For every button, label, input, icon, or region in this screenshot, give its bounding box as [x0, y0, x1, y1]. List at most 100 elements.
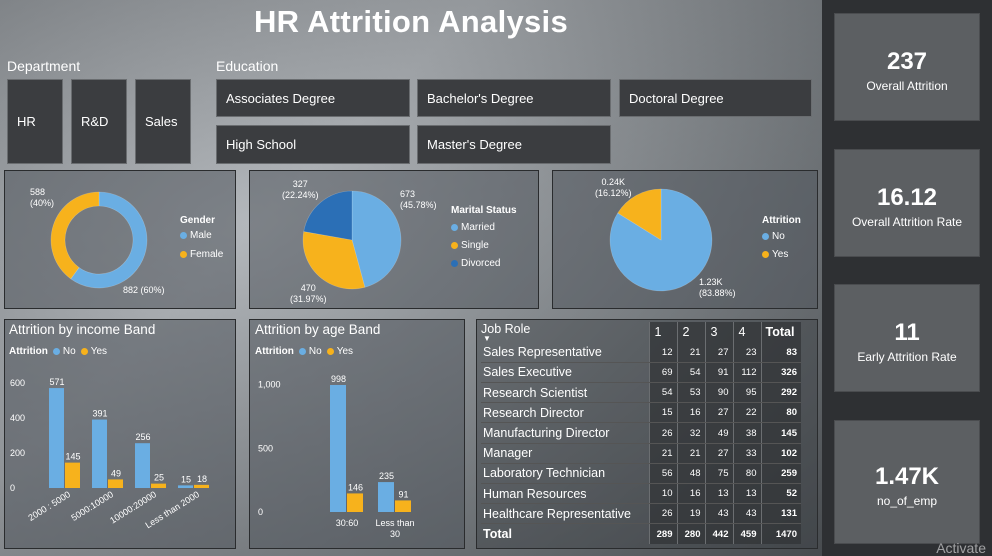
- report-canvas: HR Attrition Analysis Department HR R&D …: [0, 0, 822, 556]
- legend-yes-label: Yes: [772, 249, 789, 260]
- bar-yes[interactable]: [395, 500, 411, 512]
- legend-female-label: Female: [190, 249, 224, 260]
- kpi-no-of-emp[interactable]: 1.47K no_of_emp: [834, 420, 980, 544]
- table-row[interactable]: Research Director 15 16 27 22 80: [481, 402, 801, 424]
- legend-married-label: Married: [461, 222, 495, 233]
- value-cell: 53: [676, 382, 705, 404]
- bar-no[interactable]: [135, 443, 150, 488]
- bar-yes[interactable]: [347, 493, 363, 512]
- value-cell: 13: [732, 483, 761, 505]
- bar-yes[interactable]: [151, 483, 166, 488]
- table-row[interactable]: Human Resources 10 16 13 13 52: [481, 483, 801, 505]
- gender-slice-female[interactable]: [50, 191, 100, 280]
- table-row[interactable]: Sales Representative 12 21 27 23 83: [481, 342, 801, 363]
- value-cell: 459: [732, 523, 761, 545]
- attrition-slice-yes[interactable]: [617, 188, 662, 241]
- marital-status-chart-panel[interactable]: 327 (22.24%) 673 (45.78%) 470 (31.97%) Mari…: [249, 170, 539, 309]
- bar-yes[interactable]: [108, 479, 123, 488]
- value-cell: 38: [732, 422, 761, 444]
- bar-yes[interactable]: [65, 462, 80, 488]
- table-row[interactable]: Research Scientist 54 53 90 95 292: [481, 382, 801, 404]
- matrix-header-col: 4: [732, 322, 761, 343]
- bar-yes[interactable]: [194, 484, 209, 488]
- job-role-cell: Research Scientist: [481, 382, 649, 404]
- income-band-chart-title: Attrition by income Band: [9, 322, 156, 337]
- education-option-associates[interactable]: Associates Degree: [216, 79, 410, 117]
- value-cell: 21: [676, 342, 705, 363]
- matrix-total-row[interactable]: Total 289 280 442 459 1470: [481, 523, 801, 545]
- education-option-bachelors[interactable]: Bachelor's Degree: [417, 79, 611, 117]
- row-total-cell: 80: [760, 402, 801, 424]
- bar-value-label: 256: [135, 432, 150, 442]
- marital-slice-divorced[interactable]: [303, 190, 353, 241]
- attrition-legend: Attrition No Yes: [762, 215, 801, 260]
- bar-no[interactable]: [378, 482, 394, 512]
- matrix-header-col: 2: [676, 322, 705, 343]
- bar-no[interactable]: [330, 384, 346, 512]
- income-band-chart-panel[interactable]: Attrition by income Band Attrition No Ye…: [4, 319, 236, 549]
- yes-dot-icon: [326, 348, 334, 355]
- table-row[interactable]: Laboratory Technician 56 48 75 80 259: [481, 463, 801, 485]
- marital-label-single: 470 (31.97%): [290, 283, 327, 304]
- kpi-early-attrition-rate[interactable]: 11 Early Attrition Rate: [834, 284, 980, 392]
- department-option-sales[interactable]: Sales: [135, 79, 191, 164]
- gender-label-female: 588 (40%): [30, 187, 55, 208]
- table-row[interactable]: Manufacturing Director 26 32 49 38 145: [481, 422, 801, 444]
- value-cell: 75: [704, 463, 733, 485]
- value-cell: 112: [732, 362, 761, 384]
- x-category-label: 30: [390, 529, 400, 539]
- value-cell: 54: [648, 382, 677, 404]
- table-row[interactable]: Manager 21 21 27 33 102: [481, 443, 801, 464]
- attrition-legend-title: Attrition: [762, 215, 801, 226]
- value-cell: 43: [732, 503, 761, 525]
- attrition-slice-no[interactable]: [609, 188, 713, 292]
- y-tick-label: 0: [258, 507, 263, 517]
- age-legend-no: No: [298, 346, 322, 357]
- kpi-overall-attrition-value: 237: [886, 48, 928, 75]
- row-total-cell: 83: [760, 342, 801, 363]
- kpi-overall-attrition-rate[interactable]: 16.12 Overall Attrition Rate: [834, 149, 980, 257]
- education-option-high-school[interactable]: High School: [216, 125, 410, 164]
- value-cell: 15: [648, 402, 677, 424]
- department-option-rd[interactable]: R&D: [71, 79, 127, 164]
- matrix-header-job-role[interactable]: Job Role ▼: [481, 322, 649, 344]
- sort-caret-icon[interactable]: ▼: [483, 334, 491, 344]
- bar-no[interactable]: [178, 485, 193, 488]
- gender-chart-panel[interactable]: 588 (40%) 882 (60%) Gender Male Female: [4, 170, 236, 309]
- bar-no[interactable]: [49, 388, 64, 488]
- education-option-doctoral[interactable]: Doctoral Degree: [619, 79, 812, 117]
- legend-single-label: Single: [461, 240, 489, 251]
- age-band-legend: Attrition No Yes: [255, 346, 353, 357]
- yes-dot-icon: [80, 348, 88, 355]
- value-cell: 12: [648, 342, 677, 363]
- table-row[interactable]: Healthcare Representative 26 19 43 43 131: [481, 503, 801, 525]
- bar-value-label: 146: [348, 482, 363, 492]
- value-cell: 26: [648, 422, 677, 444]
- kpi-overall-attrition[interactable]: 237 Overall Attrition: [834, 13, 980, 121]
- value-cell: 16: [676, 402, 705, 424]
- bar-no[interactable]: [92, 419, 107, 488]
- department-option-hr[interactable]: HR: [7, 79, 63, 164]
- job-role-cell: Manager: [481, 443, 649, 464]
- job-role-cell: Sales Executive: [481, 362, 649, 384]
- value-cell: 16: [676, 483, 705, 505]
- age-band-chart-panel[interactable]: Attrition by age Band Attrition No Yes 0…: [249, 319, 465, 549]
- kpi-overall-attrition-rate-value: 16.12: [876, 184, 938, 211]
- marital-slice-single[interactable]: [302, 231, 366, 290]
- gender-slice-male[interactable]: [70, 191, 148, 289]
- income-legend-yes: Yes: [80, 346, 107, 357]
- page-title: HR Attrition Analysis: [253, 4, 569, 39]
- marital-slice-married[interactable]: [351, 190, 402, 288]
- attrition-chart-panel[interactable]: 0.24K (16.12%) 1.23K (83.88%) Attrition No…: [552, 170, 818, 309]
- marital-label-divorced: 327 (22.24%): [282, 179, 319, 200]
- kpi-early-attrition-rate-label: Early Attrition Rate: [857, 350, 957, 364]
- education-option-masters[interactable]: Master's Degree: [417, 125, 611, 164]
- value-cell: 27: [704, 342, 733, 363]
- table-row[interactable]: Sales Executive 69 54 91 112 326: [481, 362, 801, 384]
- income-legend-no-label: No: [62, 346, 76, 357]
- job-role-matrix: Job Role ▼ 1 2 3 4 Total Sales Representative 12…: [481, 322, 801, 545]
- value-cell: 21: [648, 443, 677, 464]
- legend-item-female: Female: [180, 249, 223, 260]
- value-cell: 91: [704, 362, 733, 384]
